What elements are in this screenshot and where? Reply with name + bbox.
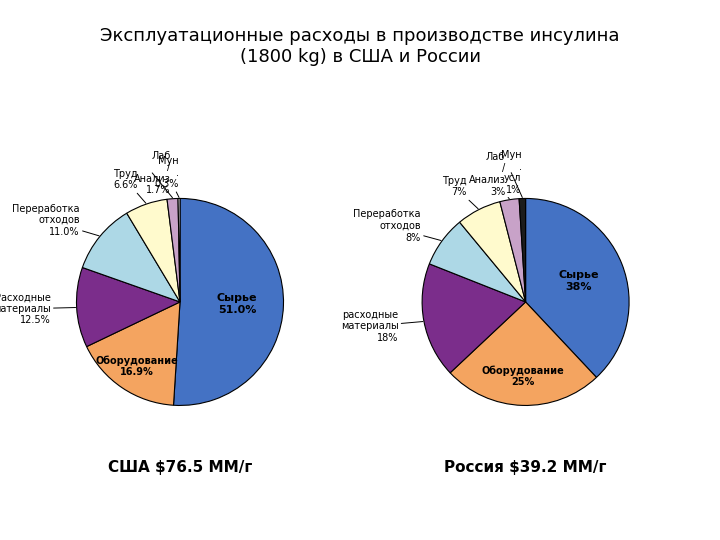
Text: Оборудование
16.9%: Оборудование 16.9% [95,355,178,377]
Text: Сырье
38%: Сырье 38% [558,270,599,292]
Text: Сырье
51.0%: Сырье 51.0% [217,293,257,314]
Text: Труд
6.6%: Труд 6.6% [113,169,146,203]
Text: Расходные
материалы
12.5%: Расходные материалы 12.5% [0,292,76,326]
Text: Мун
.
усл
1%: Мун . усл 1% [501,150,522,198]
Text: Лаб
/
Анализ
1.7%: Лаб / Анализ 1.7% [134,151,173,198]
Wedge shape [178,198,180,302]
Wedge shape [422,264,526,373]
Wedge shape [167,199,180,302]
Wedge shape [82,213,180,302]
Wedge shape [459,202,526,302]
Wedge shape [526,199,629,377]
Text: Труд
7%: Труд 7% [442,176,478,209]
Text: США $76.5 ММ/г: США $76.5 ММ/г [108,460,252,475]
Wedge shape [500,199,526,302]
Wedge shape [429,222,526,302]
Text: Россия $39.2 ММ/г: Россия $39.2 ММ/г [444,460,607,475]
Text: Оборудование
25%: Оборудование 25% [482,366,564,388]
Text: Лаб
/
Анализ
3%: Лаб / Анализ 3% [469,152,509,199]
Wedge shape [519,199,526,302]
Text: Переработка
отходов
11.0%: Переработка отходов 11.0% [12,204,99,237]
Wedge shape [76,267,180,347]
Wedge shape [174,198,284,406]
Text: расходные
материалы
18%: расходные материалы 18% [341,309,423,343]
Text: Переработка
отходов
8%: Переработка отходов 8% [354,210,441,242]
Text: Мун
.
0.3%: Мун . 0.3% [154,156,179,198]
Wedge shape [86,302,180,405]
Wedge shape [450,302,596,406]
Wedge shape [127,199,180,302]
Text: Эксплуатационные расходы в производстве инсулина
(1800 kg) в США и России: Эксплуатационные расходы в производстве … [100,27,620,66]
